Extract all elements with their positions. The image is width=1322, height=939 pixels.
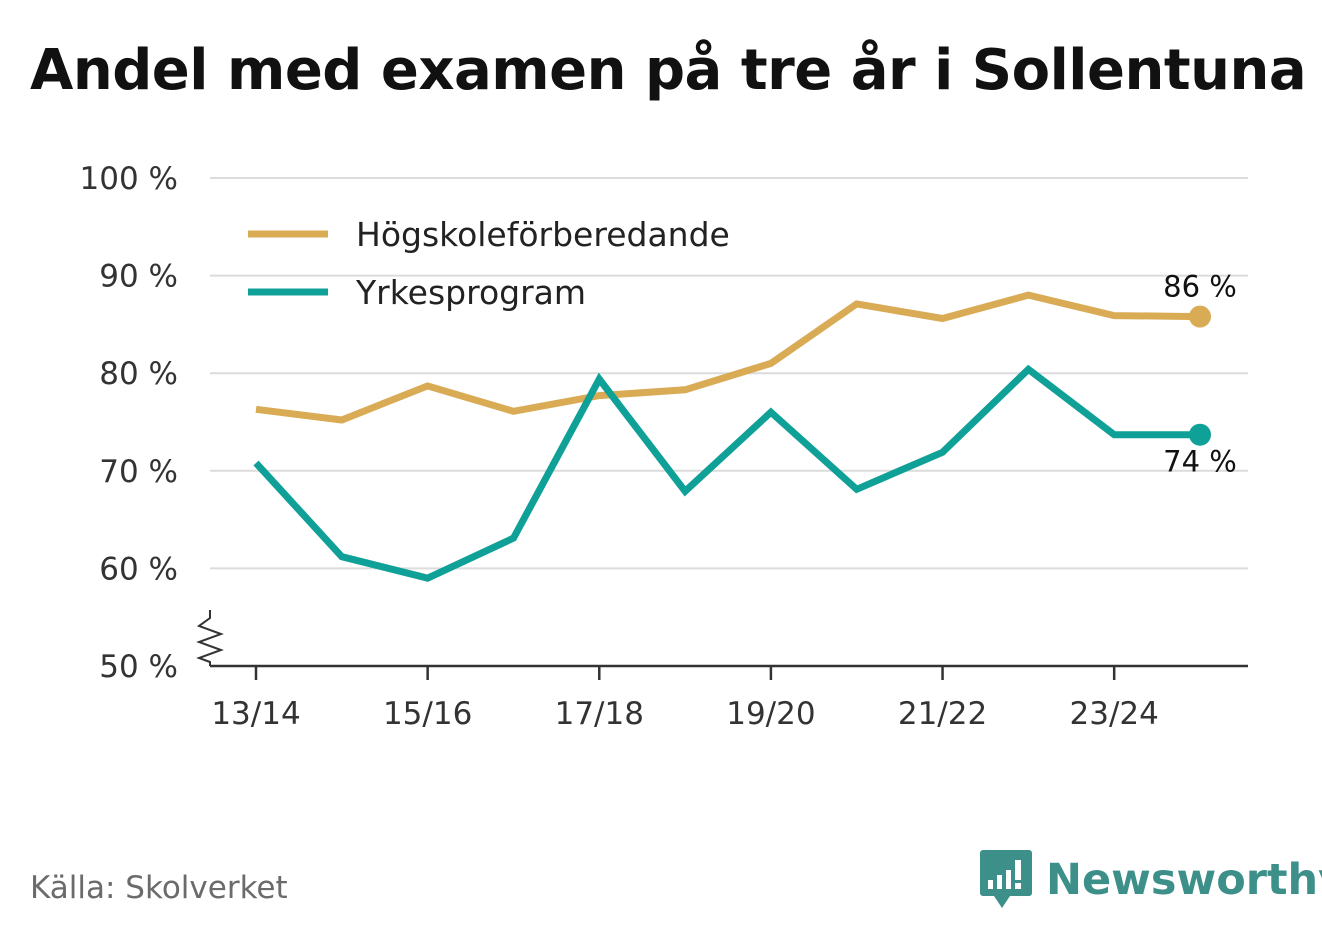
x-tick-label: 15/16 [383,696,472,732]
chart-title: Andel med examen på tre år i Sollentuna [30,38,1307,103]
legend: Högskoleförberedande Yrkesprogram [232,205,777,312]
series-end-point [1189,305,1211,328]
x-tick-label: 21/22 [898,696,987,732]
newsworthy-logo-icon [980,850,1032,908]
y-tick-label: 100 % [80,161,178,197]
x-tick-label: 13/14 [211,696,300,732]
source-note: Källa: Skolverket [30,870,288,906]
series-line-hogskoleforberedande [255,291,1201,424]
series-end-label: 86 % [1163,270,1237,304]
x-tick-label: 19/20 [726,696,815,732]
y-tick-label: 60 % [99,551,178,587]
legend-label-yrkesprogram: Yrkesprogram [355,273,586,312]
y-tick-label: 70 % [99,454,178,490]
y-tick-label: 90 % [99,259,178,295]
axes: 50 % 60 % 70 % 80 % 90 % 100 % 13/14 15/16 17/18… [80,161,1248,732]
legend-label-hogskoleforberedande: Högskoleförberedande [356,215,730,254]
brand-name: Newsworthy [1046,855,1322,905]
y-tick-label: 50 % [99,649,178,685]
series-end-point [1189,423,1211,446]
series-end-label: 74 % [1163,445,1237,479]
x-tick-label: 17/18 [555,696,644,732]
brand-logo: Newsworthy [980,848,1322,912]
x-tick-label: 23/24 [1070,696,1159,732]
series-layer: 86 % 74 % [253,270,1237,582]
y-axis-break [196,610,224,666]
y-tick-label: 80 % [99,356,178,392]
legend-background [232,205,777,273]
series-line-yrkesprogram [253,364,1200,582]
line-chart: 50 % 60 % 70 % 80 % 90 % 100 % 13/14 15/16 17/18… [80,161,1248,732]
